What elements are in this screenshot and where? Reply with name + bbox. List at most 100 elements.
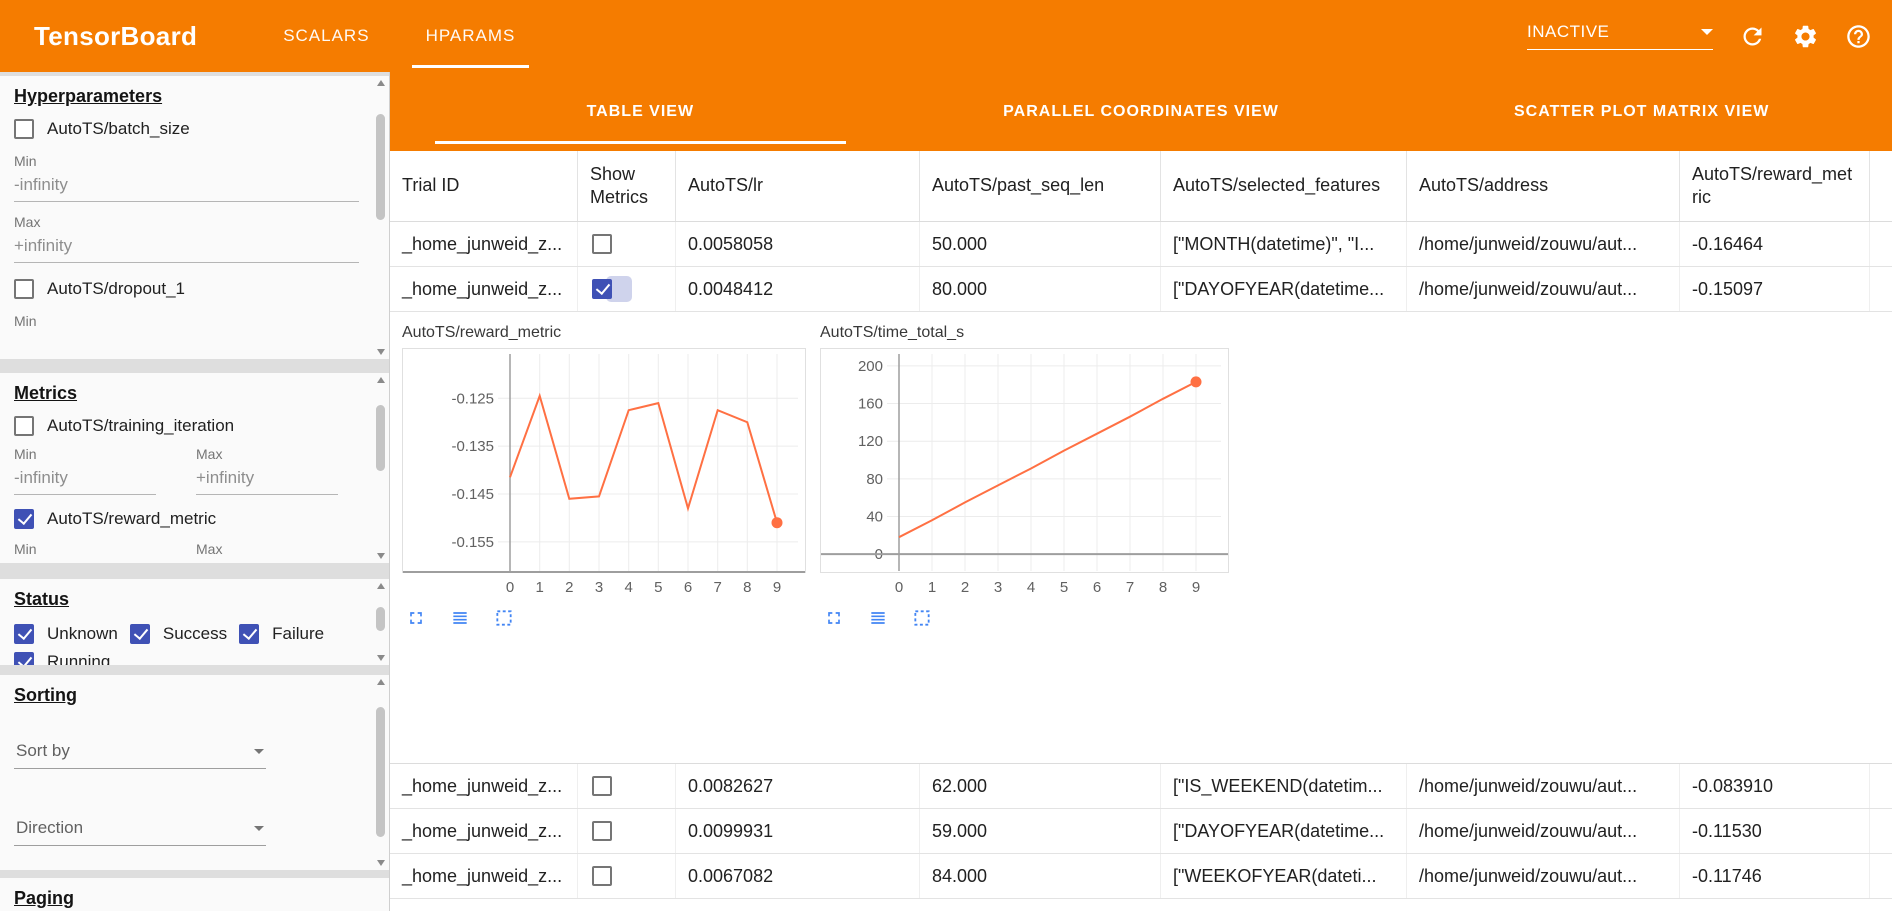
chart-tools — [406, 608, 806, 628]
svg-text:6: 6 — [684, 579, 692, 596]
help-icon[interactable] — [1845, 23, 1872, 50]
marquee-select-icon[interactable] — [912, 608, 932, 628]
horizontal-lines-icon[interactable] — [868, 608, 888, 628]
sort-by-select[interactable]: Sort by — [14, 734, 266, 769]
status-item-unknown[interactable]: Unknown — [14, 624, 118, 644]
tab-table-view[interactable]: TABLE VIEW — [390, 72, 891, 151]
panel-scrollbar[interactable] — [374, 375, 387, 561]
scroll-up-icon[interactable] — [377, 80, 385, 86]
metrics-panel: Metrics AutoTS/training_iteration Min Ma… — [0, 373, 389, 563]
show-metrics-checkbox[interactable] — [592, 776, 612, 796]
table-row: _home_junweid_z... 0.0058058 50.000 ["MO… — [390, 222, 1892, 267]
col-header-reward-metric[interactable]: AutoTS/reward_metric — [1680, 151, 1870, 221]
svg-text:4: 4 — [625, 579, 633, 596]
col-header-lr[interactable]: AutoTS/lr — [676, 151, 920, 221]
show-metrics-checkbox[interactable] — [592, 279, 612, 299]
checkbox[interactable] — [14, 509, 34, 529]
scroll-down-icon[interactable] — [377, 655, 385, 661]
cell-lr: 0.0048412 — [676, 267, 920, 311]
tab-parallel-coordinates-view[interactable]: PARALLEL COORDINATES VIEW — [1003, 102, 1279, 120]
svg-text:0: 0 — [506, 579, 514, 596]
status-item-success[interactable]: Success — [129, 624, 227, 644]
cell-show-metrics — [578, 764, 676, 808]
cell-show-metrics — [578, 222, 676, 266]
fullscreen-icon[interactable] — [406, 608, 426, 628]
col-header-selected-features[interactable]: AutoTS/selected_features — [1161, 151, 1407, 221]
table-row: _home_junweid_z... 0.0099931 59.000 ["DA… — [390, 809, 1892, 854]
cell-past-seq-len: 80.000 — [920, 267, 1161, 311]
checkbox[interactable] — [14, 416, 34, 436]
scroll-down-icon[interactable] — [377, 553, 385, 559]
min-label: Min — [14, 313, 37, 329]
show-metrics-checkbox[interactable] — [592, 866, 612, 886]
cell-lr: 0.0058058 — [676, 222, 920, 266]
tab-scatter-plot-matrix-view[interactable]: SCATTER PLOT MATRIX VIEW — [1513, 102, 1770, 120]
scroll-down-icon[interactable] — [377, 349, 385, 355]
max-label: Max — [196, 446, 223, 462]
max-input[interactable] — [196, 462, 338, 495]
direction-select[interactable]: Direction — [14, 811, 266, 846]
metric-item-training-iteration[interactable]: AutoTS/training_iteration — [14, 416, 359, 436]
scrollbar-thumb[interactable] — [376, 607, 385, 631]
svg-text:2: 2 — [961, 579, 969, 596]
scroll-down-icon[interactable] — [377, 860, 385, 866]
show-metrics-checkbox[interactable] — [592, 821, 612, 841]
sorting-title: Sorting — [14, 685, 77, 705]
scroll-up-icon[interactable] — [377, 583, 385, 589]
checkbox[interactable] — [239, 624, 260, 644]
fullscreen-icon[interactable] — [824, 608, 844, 628]
col-header-trial-id[interactable]: Trial ID — [390, 151, 578, 221]
refresh-icon[interactable] — [1739, 23, 1766, 50]
metric-item-reward-metric[interactable]: AutoTS/reward_metric — [14, 509, 359, 529]
max-input[interactable] — [14, 230, 359, 263]
cell-reward-metric: -0.083910 — [1680, 764, 1870, 808]
checkbox[interactable] — [14, 624, 34, 644]
scrollbar-thumb[interactable] — [376, 707, 385, 837]
scroll-up-icon[interactable] — [377, 377, 385, 383]
status-item-running[interactable]: Running — [14, 652, 110, 665]
show-metrics-checkbox[interactable] — [592, 234, 612, 254]
min-input[interactable] — [14, 169, 359, 202]
scrollbar-thumb[interactable] — [376, 114, 385, 220]
settings-gear-icon[interactable] — [1792, 23, 1819, 50]
cell-trial-id: _home_junweid_z... — [390, 267, 578, 311]
min-input[interactable] — [14, 462, 156, 495]
svg-text:2: 2 — [565, 579, 573, 596]
status-label: Unknown — [47, 624, 118, 643]
marquee-select-icon[interactable] — [494, 608, 514, 628]
cell-past-seq-len: 62.000 — [920, 764, 1161, 808]
checkbox[interactable] — [14, 119, 34, 139]
hyperparam-item-batch-size[interactable]: AutoTS/batch_size — [14, 119, 359, 139]
panel-scrollbar[interactable] — [374, 677, 387, 868]
time-total-chart[interactable]: 040801201602000123456789 — [820, 348, 1229, 598]
session-metrics-charts: AutoTS/reward_metric -0.125 -0.135 -0.145-… — [390, 312, 1892, 764]
cell-filler — [1870, 222, 1892, 266]
tab-hparams[interactable]: HPARAMS — [398, 0, 544, 72]
horizontal-lines-icon[interactable] — [450, 608, 470, 628]
hyperparam-item-dropout-1[interactable]: AutoTS/dropout_1 — [14, 279, 359, 299]
cell-selected-features: ["DAYOFYEAR(datetime... — [1161, 809, 1407, 853]
col-header-past-seq-len[interactable]: AutoTS/past_seq_len — [920, 151, 1161, 221]
chart-title: AutoTS/time_total_s — [820, 324, 965, 341]
checkbox[interactable] — [129, 624, 150, 644]
checkbox[interactable] — [14, 279, 34, 299]
scrollbar-thumb[interactable] — [376, 405, 385, 471]
run-status-select[interactable]: INACTIVE — [1527, 22, 1713, 50]
scroll-up-icon[interactable] — [377, 679, 385, 685]
panel-scrollbar[interactable] — [374, 581, 387, 663]
cell-address: /home/junweid/zouwu/aut... — [1407, 854, 1680, 898]
panel-scrollbar[interactable] — [374, 78, 387, 357]
col-header-address[interactable]: AutoTS/address — [1407, 151, 1680, 221]
checkbox[interactable] — [14, 652, 34, 665]
reward-metric-chart[interactable]: -0.125 -0.135 -0.145 -0.155 0 1 2 3 4 5 6 7 8 9 — [402, 348, 806, 598]
min-field: Min — [14, 313, 359, 329]
max-label: Max — [196, 541, 223, 557]
col-header-show-metrics[interactable]: Show Metrics — [578, 151, 676, 221]
status-panel: Status Unknown Success Failure — [0, 579, 389, 665]
status-item-failure[interactable]: Failure — [239, 624, 324, 644]
tab-scalars[interactable]: SCALARS — [283, 26, 370, 45]
status-label: Running — [47, 652, 111, 665]
cell-past-seq-len: 50.000 — [920, 222, 1161, 266]
table-row: _home_junweid_z... 0.0048412 80.000 ["DA… — [390, 267, 1892, 312]
cell-reward-metric: -0.11530 — [1680, 809, 1870, 853]
